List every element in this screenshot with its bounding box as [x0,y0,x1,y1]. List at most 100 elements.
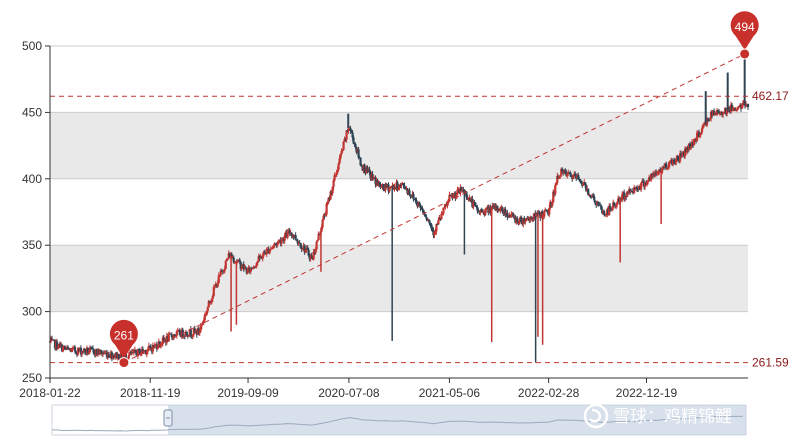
candle-body [88,347,92,353]
candle-body [543,210,546,217]
pin-anchor-dot [739,48,751,60]
candle-body [314,249,317,254]
candle-body [124,354,127,360]
candle-body [701,124,705,129]
candle-body [476,206,479,211]
candle-body [563,170,566,174]
candle-body [424,215,427,217]
candle-body [647,180,650,182]
candle-body [207,300,210,308]
candle-body [91,348,95,350]
x-tick-label: 2022-12-19 [616,386,678,400]
candle-body [283,235,286,241]
candle-body [169,333,172,335]
candle-body [555,183,558,186]
mark-point-pin: 494 [730,11,759,60]
candle-body [569,172,572,175]
candle-body [50,338,54,341]
candle-body [437,220,440,225]
candle-body [668,161,671,168]
candle-body [655,172,658,174]
candle-body [680,155,684,157]
candle-body [474,202,477,206]
candle-body [350,131,353,133]
candle-body [657,172,660,174]
candle-body [594,200,597,204]
candle-body [593,196,596,201]
candle-body [506,212,509,217]
candle-body [414,199,417,201]
y-tick-label: 450 [22,105,42,119]
candle-body [624,196,627,200]
candle-body [185,331,188,336]
candle-body [621,194,624,201]
candle-body [299,243,302,248]
candle-body [646,181,649,185]
candle-body [352,137,355,144]
candle-body [552,191,555,203]
candle-body [276,242,279,246]
candle-body [120,352,123,359]
candle-body [525,218,528,222]
candle-body [524,221,527,223]
candle-body [117,354,121,360]
candle-body [566,173,569,176]
candle-body [584,182,587,186]
candle-body [641,181,644,184]
candle-body [667,167,670,169]
candle-body [239,261,242,269]
candle-body [309,255,312,259]
data-zoom-slider[interactable] [51,404,747,436]
candle-body [477,210,480,212]
candle-body [677,155,680,161]
candle-body [380,186,383,188]
candle-body [666,168,669,170]
candle-body [212,287,215,296]
candle-body [232,257,235,263]
candle-body [199,326,202,331]
candle-body [193,328,196,332]
candle-body [333,175,336,181]
pin-anchor-dot [118,357,130,369]
candle-body [230,254,233,258]
x-tick-label: 2019-09-09 [217,386,279,400]
candle-body [631,190,634,192]
candle-body [592,195,595,197]
candle-body [269,248,272,250]
candle-body [307,249,310,256]
candle-body [255,262,258,267]
candle-body [726,109,730,111]
candle-body [446,201,449,206]
candle-body [609,206,612,210]
candle-body [603,211,606,215]
candle-body [191,334,194,337]
candle-body [317,233,320,240]
candle-body [733,108,737,111]
candle-body [650,174,653,181]
candle-body [343,138,346,142]
candle-body [644,182,647,187]
watermark-text: 雪球：鸡精锦鲤 [613,407,732,427]
candle-body [685,146,689,153]
candle-body [251,268,254,270]
candle-body [162,337,165,341]
candle-body [334,175,337,177]
candle-body [616,202,619,205]
candle-body [709,112,713,119]
candle-body [134,349,137,353]
candle-body [318,233,321,235]
candle-body [270,247,273,249]
candle-body [300,247,303,250]
candle-body [131,352,134,354]
candle-body [56,348,60,350]
candle-body [360,165,363,167]
candle-body [412,194,415,200]
trend-line [123,53,745,364]
candle-body [472,201,475,208]
candle-body [174,335,177,337]
candle-body [321,219,324,228]
candle-body [210,298,213,303]
candle-body [721,113,725,115]
candle-body [99,350,103,352]
candle-body [172,334,175,339]
